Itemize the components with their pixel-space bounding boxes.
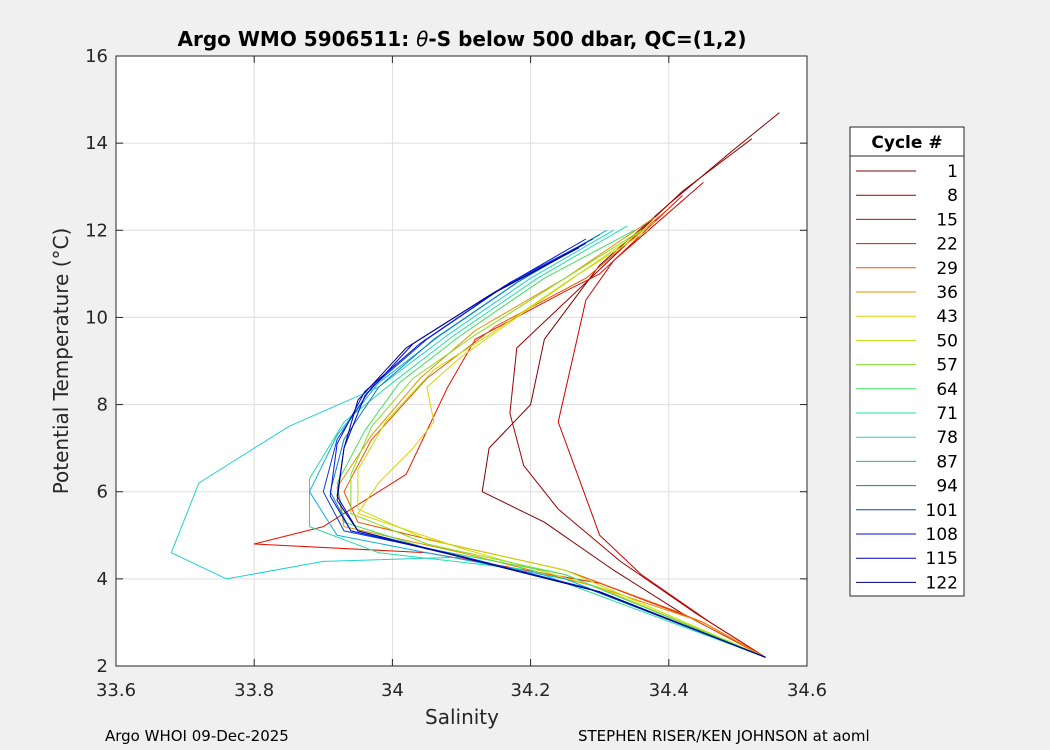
- series-line-cycle-36: [336, 216, 766, 658]
- series-line-cycle-122: [336, 247, 766, 658]
- legend-label: 115: [926, 549, 958, 569]
- legend-box: [849, 126, 965, 597]
- legend-label: 122: [926, 573, 958, 593]
- series-line-cycle-50: [357, 229, 766, 658]
- legend-label: 43: [936, 307, 958, 327]
- legend-label: 94: [936, 477, 958, 497]
- legend-label: 15: [936, 210, 958, 230]
- legend-label: 50: [936, 331, 958, 351]
- y-tick-label: 14: [85, 133, 108, 154]
- y-tick-label: 12: [85, 220, 108, 241]
- x-tick-label: 33.8: [234, 680, 274, 701]
- series-line-cycle-71: [309, 225, 766, 658]
- legend-entries: 1 8 15 22 29 36 43 50 57 64 71 78 87 94 101 108 115 122: [856, 162, 958, 593]
- grid: [116, 56, 807, 666]
- series-group: [170, 112, 780, 658]
- legend: Cycle # 1 8 15 22 29 36 43 50 57 64 71 78 87 94 101 108…: [849, 126, 965, 597]
- y-tick-label: 8: [97, 395, 108, 416]
- legend-label: 22: [936, 235, 958, 255]
- y-axis-label: Potential Temperature (°C): [49, 228, 73, 495]
- legend-label: 87: [936, 452, 958, 472]
- legend-label: 71: [936, 404, 958, 424]
- series-line-cycle-43: [357, 221, 766, 658]
- legend-label: 1: [947, 162, 958, 182]
- y-tick-label: 10: [85, 307, 108, 328]
- legend-label: 57: [936, 356, 958, 376]
- legend-title: Cycle #: [871, 133, 942, 153]
- legend-label: 64: [936, 380, 958, 400]
- x-tick-label: 33.6: [96, 680, 136, 701]
- chart-title: Argo WMO 5906511: θ-S below 500 dbar, QC…: [178, 27, 747, 51]
- legend-label: 108: [926, 525, 958, 545]
- ticks: 33.6 33.8 34 34.2 34.4 34.6 2 4 6 8 10 12 14 16: [85, 46, 827, 701]
- legend-label: 78: [936, 428, 958, 448]
- legend-label: 29: [936, 259, 958, 279]
- series-line-cycle-64: [336, 229, 766, 658]
- legend-label: 101: [926, 501, 958, 521]
- series-line-cycle-1: [481, 112, 780, 658]
- plot-border: [115, 55, 808, 667]
- plot-area: [116, 56, 807, 666]
- y-tick-label: 2: [97, 656, 108, 677]
- x-tick-label: 34: [381, 680, 404, 701]
- y-tick-label: 6: [97, 482, 108, 503]
- x-axis-label: Salinity: [425, 705, 499, 729]
- y-tick-label: 4: [97, 569, 108, 590]
- series-line-cycle-57: [350, 229, 766, 658]
- x-tick-label: 34.4: [649, 680, 689, 701]
- series-line-cycle-15: [557, 182, 766, 658]
- x-tick-label: 34.2: [511, 680, 551, 701]
- footer-left: Argo WHOI 09-Dec-2025: [105, 727, 289, 745]
- y-tick-label: 16: [85, 46, 108, 67]
- x-tick-label: 34.6: [787, 680, 827, 701]
- legend-label: 36: [936, 283, 958, 303]
- legend-label: 8: [947, 186, 958, 206]
- footer-right: STEPHEN RISER/KEN JOHNSON at aoml: [578, 727, 870, 745]
